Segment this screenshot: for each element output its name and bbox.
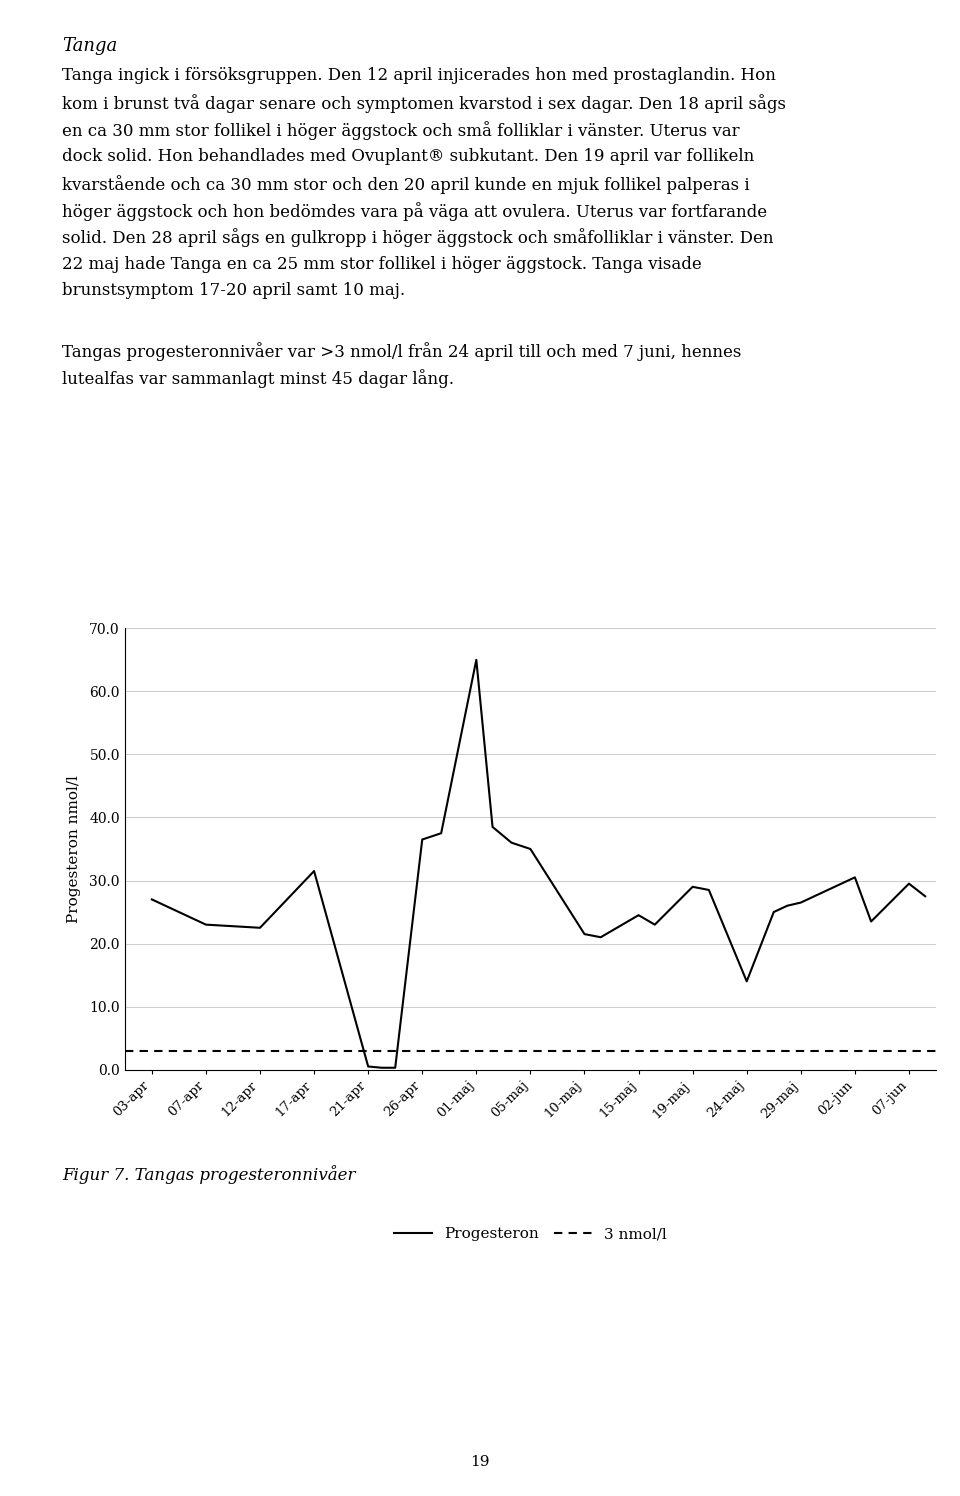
Text: kom i brunst två dagar senare och symptomen kvarstod i sex dagar. Den 18 april s: kom i brunst två dagar senare och sympto… bbox=[62, 94, 786, 112]
Legend: Progesteron, 3 nmol/l: Progesteron, 3 nmol/l bbox=[388, 1221, 673, 1248]
Text: kvarstående och ca 30 mm stor och den 20 april kunde en mjuk follikel palperas i: kvarstående och ca 30 mm stor och den 20… bbox=[62, 175, 750, 193]
Y-axis label: Progesteron nmol/l: Progesteron nmol/l bbox=[67, 775, 81, 923]
Text: höger äggstock och hon bedömdes vara på väga att ovulera. Uterus var fortfarande: höger äggstock och hon bedömdes vara på … bbox=[62, 202, 768, 220]
Text: 22 maj hade Tanga en ca 25 mm stor follikel i höger äggstock. Tanga visade: 22 maj hade Tanga en ca 25 mm stor folli… bbox=[62, 256, 702, 272]
Text: en ca 30 mm stor follikel i höger äggstock och små folliklar i vänster. Uterus v: en ca 30 mm stor follikel i höger äggsto… bbox=[62, 121, 740, 139]
Text: Tanga ingick i försöksgruppen. Den 12 april injicerades hon med prostaglandin. H: Tanga ingick i försöksgruppen. Den 12 ap… bbox=[62, 67, 777, 84]
Text: lutealfas var sammanlagt minst 45 dagar lång.: lutealfas var sammanlagt minst 45 dagar … bbox=[62, 368, 454, 387]
Text: dock solid. Hon behandlades med Ovuplant® subkutant. Den 19 april var follikeln: dock solid. Hon behandlades med Ovuplant… bbox=[62, 148, 755, 165]
Text: Figur 7. Tangas progesteronnivåer: Figur 7. Tangas progesteronnivåer bbox=[62, 1165, 356, 1183]
Text: solid. Den 28 april sågs en gulkropp i höger äggstock och småfolliklar i vänster: solid. Den 28 april sågs en gulkropp i h… bbox=[62, 229, 774, 247]
Text: brunstsymptom 17-20 april samt 10 maj.: brunstsymptom 17-20 april samt 10 maj. bbox=[62, 283, 405, 299]
Text: Tanga: Tanga bbox=[62, 37, 118, 55]
Text: Tangas progesteronnivåer var >3 nmol/l från 24 april till och med 7 juni, hennes: Tangas progesteronnivåer var >3 nmol/l f… bbox=[62, 341, 742, 361]
Text: 19: 19 bbox=[470, 1456, 490, 1469]
